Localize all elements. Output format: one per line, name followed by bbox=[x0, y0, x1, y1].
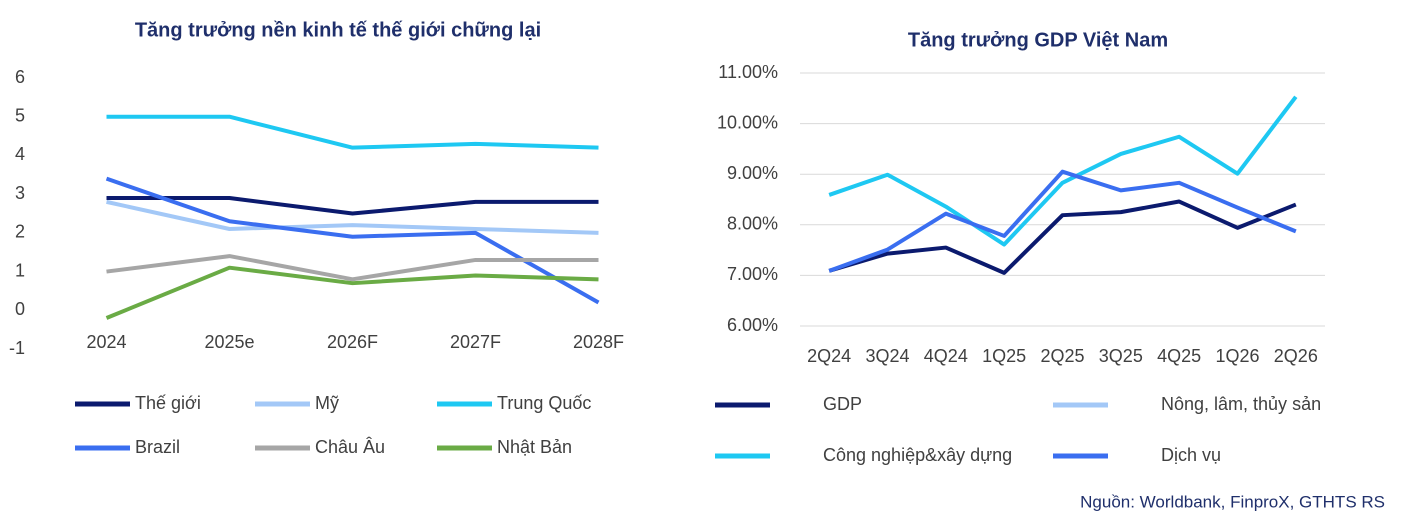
y-tick-label: 6 bbox=[15, 67, 25, 87]
legend-label: Mỹ bbox=[315, 393, 339, 413]
x-tick-label: 2027F bbox=[450, 332, 501, 352]
x-tick-label: 3Q24 bbox=[865, 346, 909, 366]
y-tick-label: 6.00% bbox=[727, 315, 778, 335]
legend-label: Nhật Bản bbox=[497, 437, 572, 457]
y-tick-label: 4 bbox=[15, 144, 25, 164]
legend-label: Dịch vụ bbox=[1161, 445, 1221, 465]
series-line bbox=[106, 114, 599, 150]
y-tick-label: 9.00% bbox=[727, 163, 778, 183]
legend-label: GDP bbox=[823, 394, 862, 414]
legend-label: Châu Âu bbox=[315, 437, 385, 457]
series-line bbox=[106, 196, 599, 216]
x-tick-label: 1Q25 bbox=[982, 346, 1026, 366]
chart-title: Tăng trưởng nền kinh tế thế giới chững l… bbox=[135, 19, 541, 41]
legend-label: Brazil bbox=[135, 437, 180, 457]
x-tick-label: 3Q25 bbox=[1099, 346, 1143, 366]
x-tick-label: 2Q24 bbox=[807, 346, 851, 366]
y-tick-label: -1 bbox=[9, 338, 25, 358]
series-line bbox=[106, 254, 599, 282]
y-tick-label: 7.00% bbox=[727, 264, 778, 284]
y-tick-label: 5 bbox=[15, 105, 25, 125]
y-tick-label: 8.00% bbox=[727, 214, 778, 234]
x-tick-label: 1Q26 bbox=[1215, 346, 1259, 366]
series-line bbox=[828, 169, 1297, 273]
series-line bbox=[828, 95, 1298, 247]
y-tick-label: 11.00% bbox=[718, 62, 778, 82]
x-tick-label: 2Q25 bbox=[1040, 346, 1084, 366]
legend-label: Nông, lâm, thủy sản bbox=[1161, 394, 1321, 414]
chart-title: Tăng trưởng GDP Việt Nam bbox=[908, 29, 1168, 51]
x-tick-label: 2025e bbox=[204, 332, 254, 352]
x-tick-label: 2024 bbox=[86, 332, 126, 352]
x-tick-label: 2026F bbox=[327, 332, 378, 352]
series-line bbox=[828, 199, 1297, 275]
y-tick-label: 3 bbox=[15, 183, 25, 203]
series-line bbox=[106, 199, 599, 235]
x-tick-label: 2028F bbox=[573, 332, 624, 352]
y-tick-label: 10.00% bbox=[717, 112, 778, 132]
x-tick-label: 4Q24 bbox=[924, 346, 968, 366]
y-tick-label: 1 bbox=[15, 260, 25, 280]
x-tick-label: 4Q25 bbox=[1157, 346, 1201, 366]
legend-label: Công nghiệp&xây dựng bbox=[823, 445, 1012, 465]
series-line bbox=[105, 265, 599, 320]
series-line bbox=[105, 176, 600, 305]
legend-label: Trung Quốc bbox=[497, 393, 591, 413]
y-tick-label: 2 bbox=[15, 222, 25, 242]
source-note: Nguồn: Worldbank, FinproX, GTHTS RS bbox=[1080, 492, 1385, 511]
x-tick-label: 2Q26 bbox=[1274, 346, 1318, 366]
y-tick-label: 0 bbox=[15, 299, 25, 319]
legend-label: Thế giới bbox=[135, 393, 201, 413]
